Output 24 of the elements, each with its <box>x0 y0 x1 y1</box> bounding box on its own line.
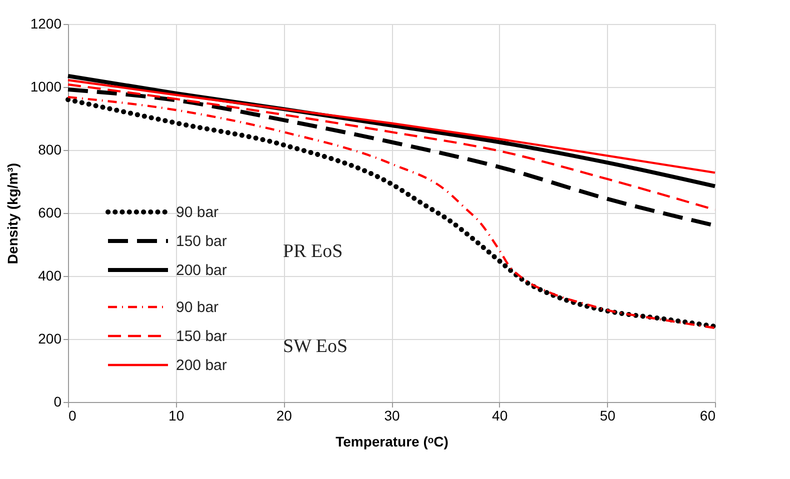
x-axis-title: Temperature (ᵒC) <box>336 434 448 450</box>
legend-label: 200 bar <box>176 262 227 279</box>
y-tick-label: 1000 <box>30 78 62 94</box>
x-tick-label: 40 <box>492 408 508 424</box>
y-tick-label: 800 <box>38 142 62 158</box>
x-tick-label: 30 <box>384 408 400 424</box>
legend-label: 150 bar <box>176 328 227 345</box>
x-tick-label: 10 <box>168 408 184 424</box>
legend-label: 90 bar <box>176 204 219 221</box>
annotation: PR EoS <box>283 241 343 262</box>
legend-label: 90 bar <box>176 299 219 316</box>
y-axis-title: Density (kg/m³) <box>4 162 20 264</box>
y-tick-label: 200 <box>38 330 62 346</box>
legend-label: 150 bar <box>176 233 227 250</box>
y-tick-label: 1200 <box>30 16 62 32</box>
x-tick-label: 60 <box>700 408 716 424</box>
annotation: SW EoS <box>283 336 348 357</box>
y-tick-label: 0 <box>54 394 62 410</box>
x-tick-label: 50 <box>600 408 616 424</box>
legend-label: 200 bar <box>176 357 227 374</box>
x-tick-label: 0 <box>68 408 76 424</box>
y-tick-label: 600 <box>38 204 62 220</box>
x-tick-label: 20 <box>276 408 292 424</box>
y-tick-label: 400 <box>38 268 62 284</box>
